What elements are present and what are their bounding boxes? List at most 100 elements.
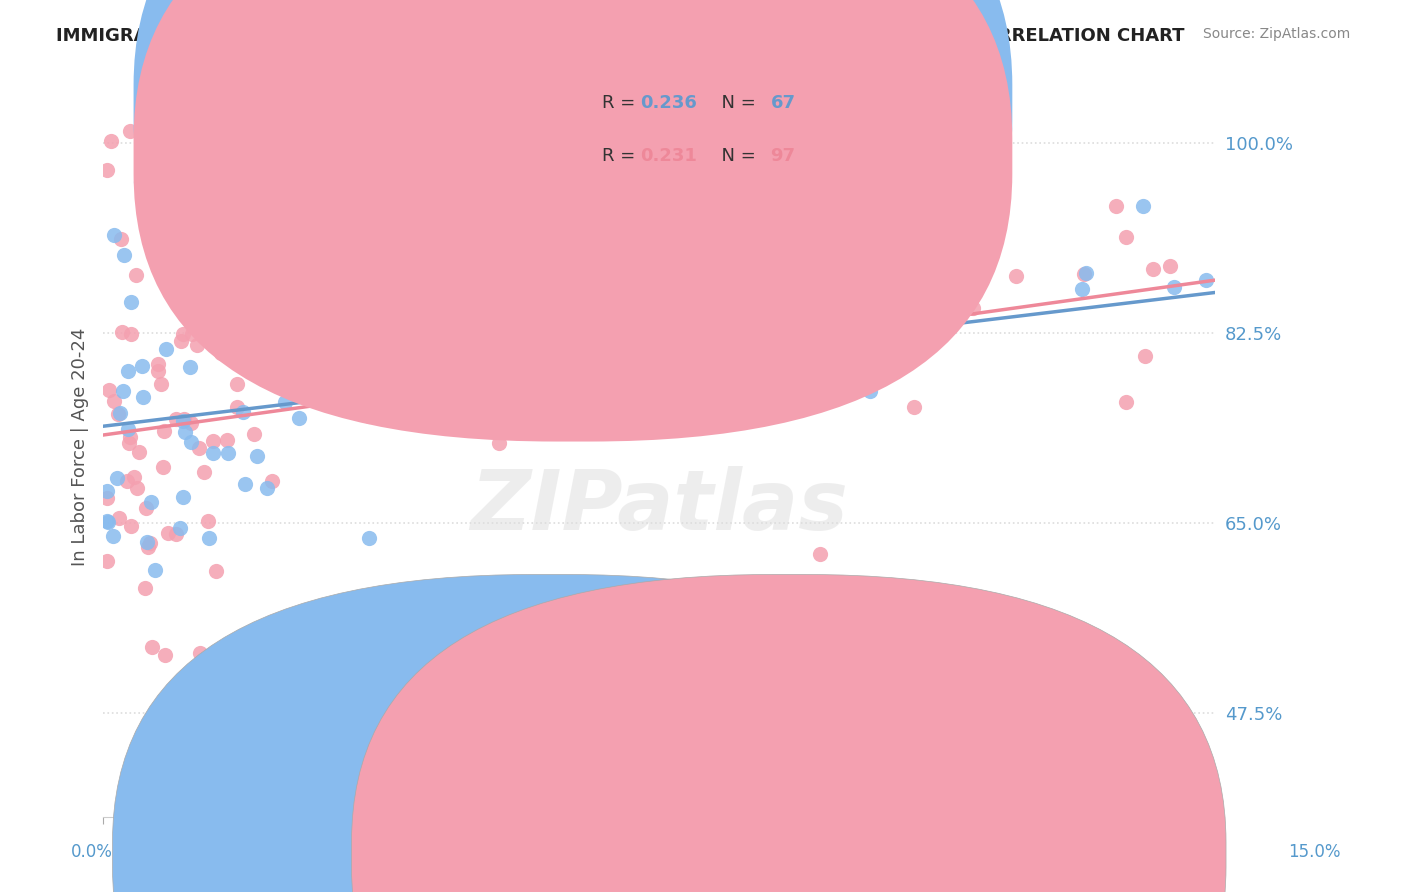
Point <box>153 648 176 662</box>
Point <box>818 378 841 392</box>
Point <box>143 563 166 577</box>
Point <box>648 219 671 234</box>
Point <box>141 640 163 655</box>
Point <box>103 393 125 408</box>
Point <box>157 526 180 541</box>
Point <box>205 564 228 578</box>
Point <box>225 351 247 365</box>
Point <box>108 406 131 420</box>
Point <box>427 193 450 207</box>
Point <box>905 293 928 307</box>
Text: Immigrants from Portugal: Immigrants from Portugal <box>574 846 787 863</box>
Point <box>169 521 191 535</box>
Point <box>186 338 208 352</box>
Point <box>139 535 162 549</box>
Point <box>180 326 202 341</box>
Point <box>927 214 949 228</box>
Point <box>131 359 153 373</box>
Point <box>1071 282 1094 296</box>
Point <box>250 770 273 784</box>
Point <box>359 531 381 545</box>
Point <box>120 326 142 341</box>
Text: 0.236: 0.236 <box>640 94 696 112</box>
Point <box>332 701 354 715</box>
Point <box>1105 198 1128 212</box>
Point <box>884 293 907 308</box>
Point <box>100 135 122 149</box>
Point <box>136 540 159 554</box>
Point <box>523 340 546 354</box>
Point <box>1004 268 1026 283</box>
Point <box>179 277 201 291</box>
Point <box>209 346 232 360</box>
Point <box>727 389 749 403</box>
Point <box>132 390 155 404</box>
Point <box>620 283 643 297</box>
Point <box>194 254 217 268</box>
Point <box>229 684 252 698</box>
Point <box>484 190 506 204</box>
Point <box>217 445 239 459</box>
Point <box>117 422 139 436</box>
Point <box>955 262 977 277</box>
Point <box>156 777 179 791</box>
Point <box>224 350 246 364</box>
Point <box>235 477 257 491</box>
Point <box>201 446 224 460</box>
Point <box>112 384 135 399</box>
Point <box>188 646 211 660</box>
Point <box>492 207 515 221</box>
Point <box>523 317 546 331</box>
Point <box>204 778 226 792</box>
Point <box>488 436 510 450</box>
Text: 0.231: 0.231 <box>640 147 696 165</box>
Point <box>131 175 153 189</box>
Point <box>418 322 440 336</box>
Point <box>215 433 238 447</box>
Point <box>575 732 598 747</box>
Point <box>283 121 305 136</box>
Point <box>433 337 456 351</box>
Point <box>359 409 381 423</box>
Point <box>256 481 278 495</box>
Point <box>962 301 984 315</box>
Point <box>370 404 392 418</box>
Point <box>153 424 176 438</box>
Point <box>179 359 201 374</box>
Point <box>197 531 219 545</box>
Point <box>193 465 215 479</box>
Text: 67: 67 <box>770 94 796 112</box>
Point <box>278 355 301 369</box>
Point <box>118 435 141 450</box>
Text: Immigrants from Peru: Immigrants from Peru <box>813 846 994 863</box>
Point <box>295 359 318 373</box>
Point <box>155 343 177 357</box>
Point <box>659 662 682 676</box>
Point <box>117 475 139 489</box>
Point <box>228 244 250 258</box>
Point <box>174 425 197 440</box>
Point <box>156 172 179 186</box>
Point <box>859 384 882 399</box>
Point <box>247 628 270 642</box>
Point <box>242 427 264 442</box>
Point <box>135 534 157 549</box>
Point <box>1135 349 1157 363</box>
Point <box>105 471 128 485</box>
Point <box>903 400 925 414</box>
Point <box>308 236 330 251</box>
Point <box>477 288 499 302</box>
Point <box>120 295 142 310</box>
Point <box>198 265 221 279</box>
Point <box>135 158 157 172</box>
Point <box>201 434 224 449</box>
Point <box>96 554 118 568</box>
Point <box>808 547 831 561</box>
Text: 15.0%: 15.0% <box>1288 843 1341 861</box>
Point <box>633 366 655 380</box>
Point <box>103 227 125 242</box>
Y-axis label: In Labor Force | Age 20-24: In Labor Force | Age 20-24 <box>72 327 89 566</box>
Point <box>96 514 118 528</box>
Point <box>669 318 692 332</box>
Point <box>97 515 120 529</box>
